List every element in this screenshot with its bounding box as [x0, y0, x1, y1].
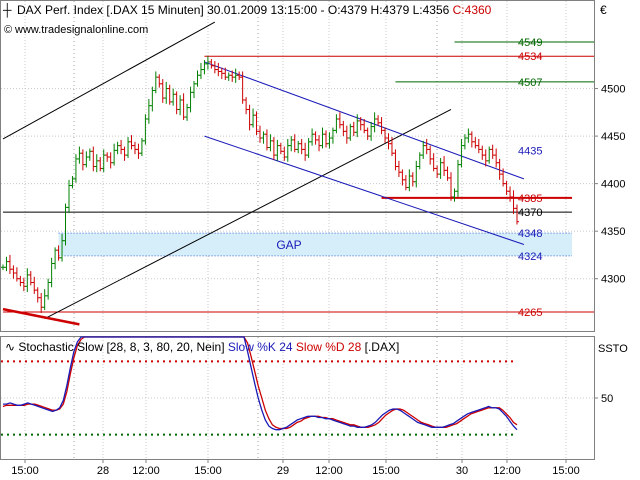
- level-label: 4507: [518, 77, 542, 89]
- price-panel-frame: [0, 0, 595, 332]
- price-tick-label: 4450: [601, 131, 625, 143]
- price-bars: [1, 56, 519, 313]
- header: ┼ DAX Perf. Index [.DAX 15 Minuten] 30.0…: [2, 3, 607, 36]
- level-labels: 4549 4534 4507 4435 4385 4370 4348 4324 4265: [518, 37, 542, 319]
- price-tick-label: 4400: [601, 179, 625, 191]
- grid-layer: [1, 1, 594, 331]
- level-label: 4370: [518, 207, 542, 219]
- price-tick-label: 4350: [601, 226, 625, 238]
- wave-icon: ∿: [5, 340, 15, 354]
- level-label: 4549: [518, 37, 542, 49]
- time-axis: 15:00 28 12:00 15:00 29 12:00 15:00 30 12:00 15:0…: [11, 459, 580, 477]
- level-label: 4324: [518, 251, 542, 263]
- level-label: 4265: [518, 307, 542, 319]
- time-tick-label: 15:00: [552, 465, 580, 477]
- time-tick-label: 12:00: [132, 465, 160, 477]
- time-axis-strip: [0, 460, 595, 480]
- trendline: [44, 109, 452, 320]
- level-label: 4348: [518, 228, 542, 240]
- gap-zone: [58, 233, 572, 256]
- stochastic-axis-label: SSTO: [598, 343, 628, 355]
- stochastic-panel-frame: [0, 336, 595, 460]
- stochastic-bands: [1, 360, 517, 436]
- currency-symbol: €: [600, 3, 607, 17]
- time-tick-label: 30: [456, 465, 468, 477]
- price-tick-label: 4500: [601, 84, 625, 96]
- trendline: [2, 21, 216, 140]
- stochastic-title: ∿ Stochastic Slow [28, 8, 3, 80, 20, Nei…: [5, 340, 399, 354]
- time-tick-label: 12:00: [493, 465, 521, 477]
- level-label: 4385: [518, 193, 542, 205]
- time-tick-label: 15:00: [372, 465, 400, 477]
- horizontal-levels: [3, 41, 594, 313]
- stochastic-tick-label: 50: [601, 393, 613, 405]
- close-value: C:4360: [453, 3, 492, 17]
- time-tick-label: 29: [277, 465, 289, 477]
- chart-title: DAX Perf. Index [.DAX 15 Minuten] 30.01.…: [17, 3, 492, 17]
- level-label: 4534: [518, 51, 542, 63]
- stochastic-axis: 50: [594, 393, 613, 405]
- price-axis: 4300 4350 4400 4450 4500: [594, 84, 625, 286]
- trendline: [204, 135, 525, 245]
- time-tick-label: 12:00: [315, 465, 343, 477]
- time-tick-label: 28: [97, 465, 109, 477]
- level-label: 4435: [518, 145, 542, 157]
- price-tick-label: 4300: [601, 274, 625, 286]
- indicator-marker-icon: ┼: [2, 3, 12, 18]
- stochastic-k-line: [3, 336, 518, 431]
- trendline: [2, 307, 80, 326]
- time-tick-label: 15:00: [194, 465, 222, 477]
- gap-label: GAP: [276, 238, 301, 252]
- copyright-icon: ©: [4, 24, 12, 36]
- time-tick-label: 15:00: [11, 465, 39, 477]
- website-label: www.tradesignalonline.com: [14, 24, 148, 36]
